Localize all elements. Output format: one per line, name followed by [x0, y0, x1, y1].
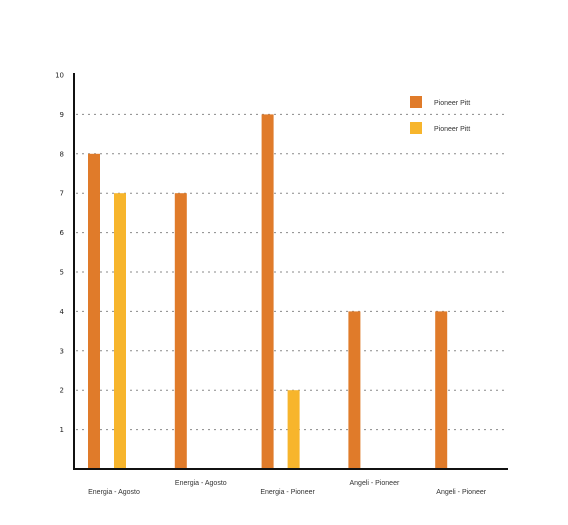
y-tick-labels: 1 2 3 4 5 6 7 8 9 10 [55, 72, 64, 435]
x-category-labels: Energia - Agosto Energia - Agosto Energia … [88, 480, 487, 496]
bar-1-3 [261, 114, 274, 470]
legend-swatch [410, 96, 422, 108]
legend: Pioneer Pitt Pioneer Pitt [410, 96, 470, 134]
bar-1-5 [435, 311, 448, 469]
x-category-label: Angeli - Pioneer [436, 489, 486, 496]
y-tick-label: 6 [60, 229, 65, 237]
y-tick-label: 3 [60, 347, 64, 355]
y-tick-label: 4 [60, 308, 65, 316]
x-category-label: Energia - Agosto [175, 480, 227, 487]
y-tick-label: 8 [60, 150, 64, 158]
legend-label: Pioneer Pitt [434, 126, 470, 133]
y-tick-label: 2 [60, 387, 64, 395]
y-tick-label: 5 [60, 269, 64, 277]
legend-label: Pioneer Pitt [434, 100, 470, 107]
x-category-label: Angeli - Pioneer [349, 480, 399, 487]
bar-1-4 [348, 311, 361, 469]
x-category-label: Energia - Agosto [88, 489, 140, 496]
y-tick-label: 9 [60, 111, 64, 119]
y-tick-label: 7 [60, 190, 64, 198]
bar-1-2 [174, 193, 187, 469]
bar-2-1 [114, 193, 126, 469]
bar-1-1 [88, 153, 100, 470]
axes [73, 73, 508, 470]
gridlines [76, 113, 508, 431]
y-tick-label: 1 [60, 426, 64, 434]
y-tick-label: 10 [55, 72, 64, 80]
legend-swatch [410, 122, 422, 134]
x-category-label: Energia - Pioneer [260, 489, 315, 496]
bars-group [88, 114, 448, 470]
bar-2-3 [287, 390, 300, 469]
